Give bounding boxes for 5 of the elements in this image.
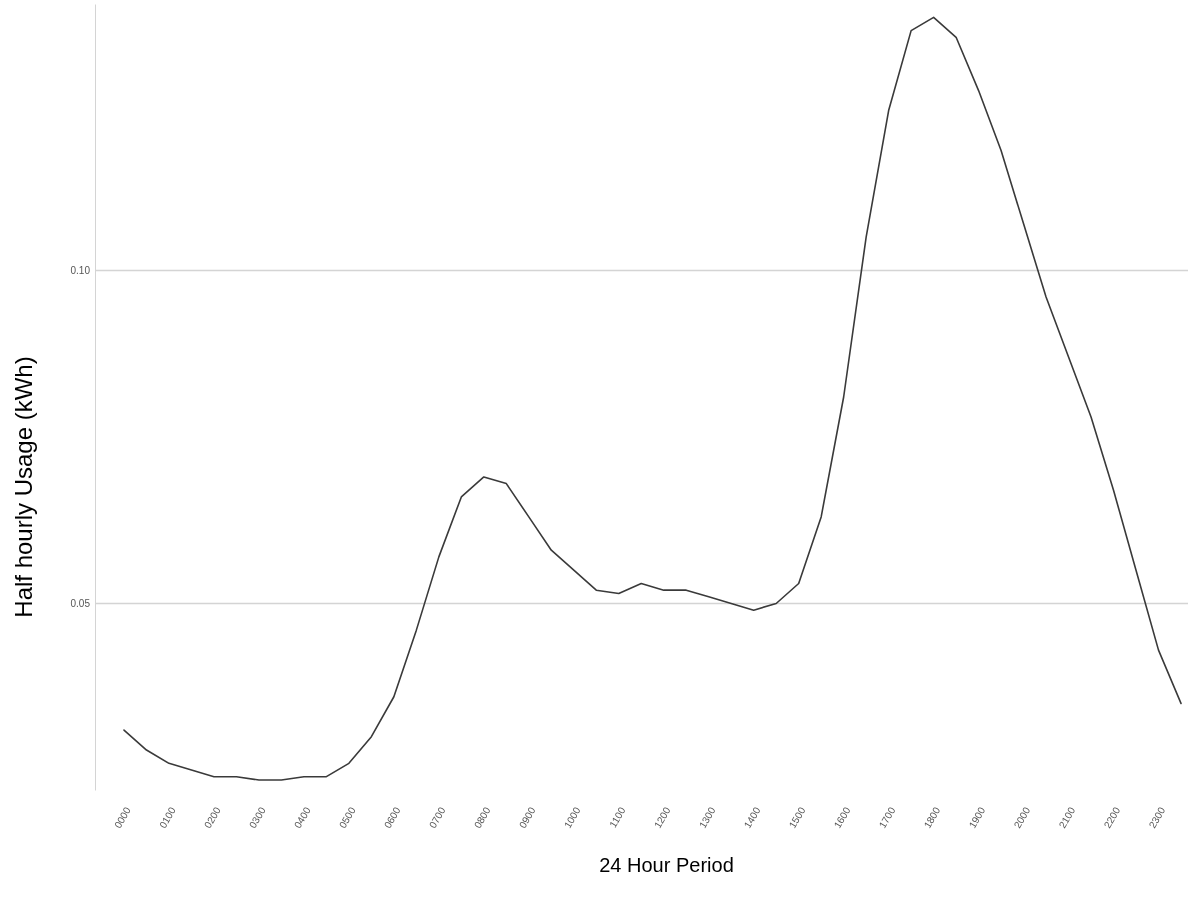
x-axis-title: 24 Hour Period bbox=[599, 854, 734, 876]
y-tick-label: 0.05 bbox=[70, 598, 91, 610]
y-axis-title: Half hourly Usage (kWh) bbox=[10, 356, 37, 618]
y-tick-label: 0.10 bbox=[70, 265, 91, 277]
line-series bbox=[123, 16, 1182, 781]
